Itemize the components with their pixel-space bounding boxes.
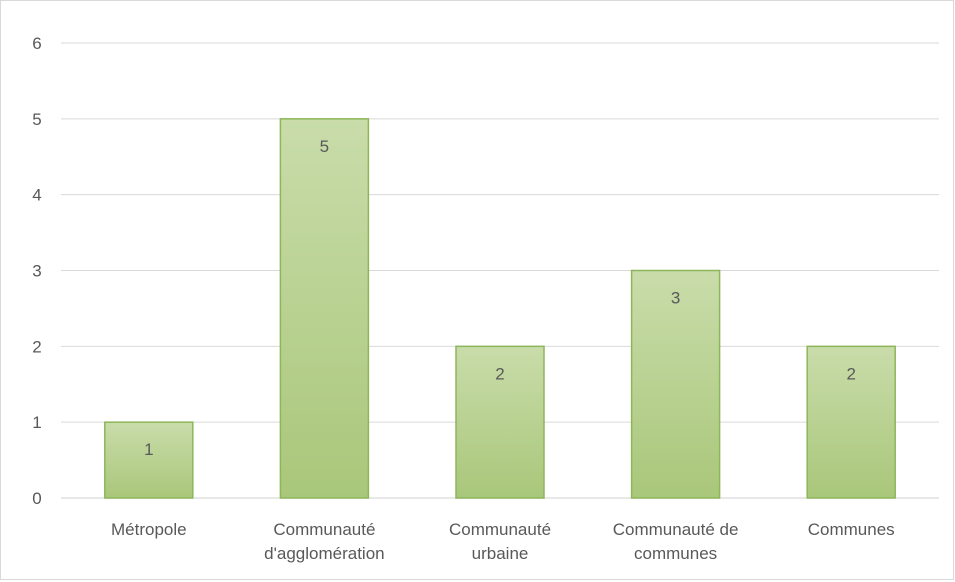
data-label: 1 xyxy=(144,440,153,459)
x-category-label: Communauté d'agglomération xyxy=(264,520,384,563)
bar xyxy=(455,345,545,499)
bar xyxy=(104,421,194,499)
x-category-label-line: Communauté xyxy=(273,520,375,539)
bar xyxy=(279,118,370,499)
x-category-label-line: Métropole xyxy=(111,520,187,539)
y-tick-label: 4 xyxy=(32,186,41,205)
data-label: 2 xyxy=(846,364,855,383)
y-tick-label: 1 xyxy=(32,413,41,432)
bar xyxy=(806,345,896,499)
x-axis-category-labels: Métropole Communauté d'agglomérationCommun… xyxy=(111,520,895,563)
y-tick-label: 0 xyxy=(32,489,41,508)
x-category-label: Métropole xyxy=(111,520,187,539)
x-category-label: Communauté urbaine xyxy=(449,520,551,563)
x-category-label-line: Communes xyxy=(808,520,895,539)
x-category-label-line: Communauté de xyxy=(613,520,739,539)
data-label: 5 xyxy=(320,137,329,156)
data-labels: 1 5 2 3 2 xyxy=(144,137,856,459)
x-category-label: Communes xyxy=(808,520,895,539)
x-category-label: Communauté de communes xyxy=(613,520,739,563)
y-tick-label: 2 xyxy=(32,337,41,356)
x-category-label-line: Communauté xyxy=(449,520,551,539)
x-category-label-line: urbaine xyxy=(472,544,529,563)
data-label: 3 xyxy=(671,289,680,308)
x-category-label-line: communes xyxy=(634,544,717,563)
y-tick-label: 6 xyxy=(32,34,41,53)
bar xyxy=(630,269,721,499)
bars xyxy=(104,118,896,499)
y-axis-tick-labels: 0 1 2 3 4 5 6 xyxy=(32,34,41,508)
x-category-label-line: d'agglomération xyxy=(264,544,384,563)
data-label: 2 xyxy=(495,364,504,383)
y-tick-label: 5 xyxy=(32,110,41,129)
y-tick-label: 3 xyxy=(32,262,41,281)
